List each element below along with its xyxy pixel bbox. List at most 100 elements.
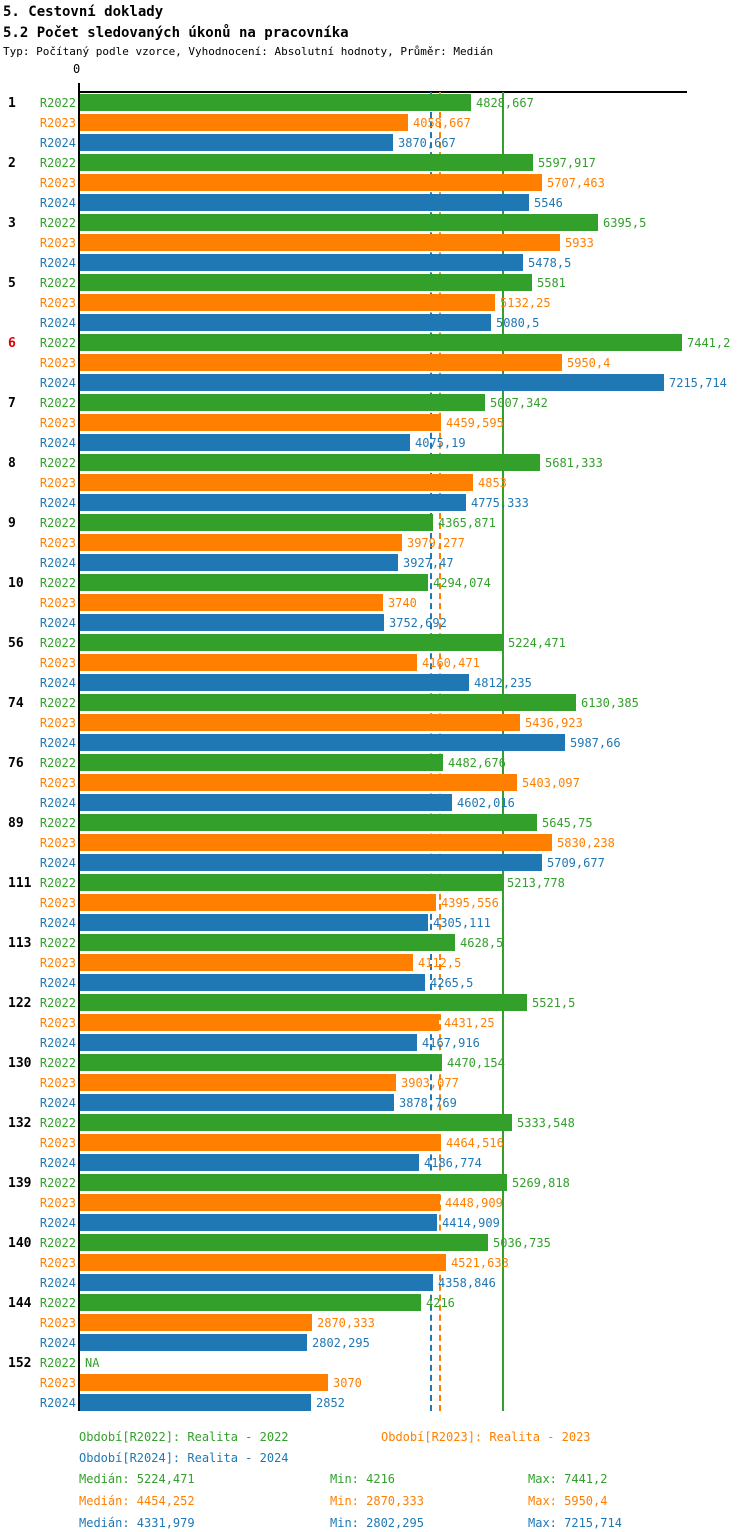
group-id-label: 139 bbox=[8, 1176, 32, 1191]
value-label: 4414,909 bbox=[442, 1216, 500, 1230]
series-label: R2024 bbox=[39, 556, 76, 570]
group-id-label: 5 bbox=[8, 276, 16, 291]
bar-group: 144 R2022 4216 R2023 2870,333 R2024 2802,295 bbox=[0, 1294, 750, 1354]
series-label: R2024 bbox=[39, 976, 76, 990]
value-label: 5269,818 bbox=[512, 1176, 570, 1190]
bar-r2022 bbox=[80, 454, 540, 471]
bar-row: R2022 4482,676 bbox=[0, 754, 750, 774]
value-label: 3070 bbox=[333, 1376, 362, 1390]
median-line-r2022 bbox=[502, 92, 504, 1411]
bar-r2024 bbox=[80, 674, 469, 691]
group-id-label: 10 bbox=[8, 576, 24, 591]
value-label: 5333,548 bbox=[517, 1116, 575, 1130]
series-label: R2022 bbox=[39, 216, 76, 230]
bar-row: R2024 4305,111 bbox=[0, 914, 750, 934]
bar-row: R2024 5546 bbox=[0, 194, 750, 214]
value-label: 4812,235 bbox=[474, 676, 532, 690]
bar-r2023 bbox=[80, 834, 552, 851]
bar-row: R2022 6130,385 bbox=[0, 694, 750, 714]
bar-row: R2023 5132,25 bbox=[0, 294, 750, 314]
bar-group: 56 R2022 5224,471 R2023 4160,471 R2024 4812,23… bbox=[0, 634, 750, 694]
bar-row: R2022 4470,154 bbox=[0, 1054, 750, 1074]
value-label: 5036,735 bbox=[493, 1236, 551, 1250]
series-label: R2023 bbox=[39, 1016, 76, 1030]
bar-r2024 bbox=[80, 494, 466, 511]
value-label: 2870,333 bbox=[317, 1316, 375, 1330]
value-label: 3740 bbox=[388, 596, 417, 610]
group-id-label: 130 bbox=[8, 1056, 32, 1071]
bar-row: R2022 7441,2 bbox=[0, 334, 750, 354]
series-label: R2022 bbox=[39, 516, 76, 530]
value-label: 4521,633 bbox=[451, 1256, 509, 1270]
bar-row: R2023 3740 bbox=[0, 594, 750, 614]
group-id-label: 152 bbox=[8, 1356, 32, 1371]
bar-row: R2022 5333,548 bbox=[0, 1114, 750, 1134]
value-label: 5436,923 bbox=[525, 716, 583, 730]
series-label: R2022 bbox=[39, 996, 76, 1010]
series-label: R2022 bbox=[39, 1116, 76, 1130]
bar-row: R2022 5224,471 bbox=[0, 634, 750, 654]
axis-zero-label: 0 bbox=[73, 62, 81, 76]
value-label: 5581 bbox=[537, 276, 566, 290]
value-label: 4828,667 bbox=[476, 96, 534, 110]
value-label: 5645,75 bbox=[542, 816, 593, 830]
value-label: 3979,277 bbox=[407, 536, 465, 550]
value-label: 4853 bbox=[478, 476, 507, 490]
group-id-label: 9 bbox=[8, 516, 16, 531]
series-label: R2024 bbox=[39, 1156, 76, 1170]
bar-row: R2024 4186,774 bbox=[0, 1154, 750, 1174]
bar-group: 89 R2022 5645,75 R2023 5830,238 R2024 5709,677 bbox=[0, 814, 750, 874]
bar-r2023 bbox=[80, 954, 413, 971]
series-label: R2022 bbox=[39, 636, 76, 650]
value-label: 5709,677 bbox=[547, 856, 605, 870]
legend-period-r2022: Období[R2022]: Realita - 2022 bbox=[79, 1430, 289, 1444]
bar-r2023 bbox=[80, 414, 441, 431]
series-label: R2024 bbox=[39, 436, 76, 450]
value-label: 5080,5 bbox=[496, 316, 540, 330]
series-label: R2024 bbox=[39, 796, 76, 810]
bar-r2023 bbox=[80, 654, 417, 671]
bar-row: R2022 5597,917 bbox=[0, 154, 750, 174]
bar-row: R2022 5269,818 bbox=[0, 1174, 750, 1194]
series-label: R2023 bbox=[39, 956, 76, 970]
bar-row: R2024 3870,667 bbox=[0, 134, 750, 154]
bar-r2024 bbox=[80, 914, 428, 931]
bar-row: R2022 5213,778 bbox=[0, 874, 750, 894]
bar-row: R2023 4058,667 bbox=[0, 114, 750, 134]
series-label: R2022 bbox=[39, 1056, 76, 1070]
value-label: 5213,778 bbox=[507, 876, 565, 890]
group-id-label: 7 bbox=[8, 396, 16, 411]
value-label: 4058,667 bbox=[413, 116, 471, 130]
bar-row: R2023 5707,463 bbox=[0, 174, 750, 194]
bar-r2022 bbox=[80, 94, 471, 111]
value-label: 2852 bbox=[316, 1396, 345, 1410]
bar-row: R2022 5681,333 bbox=[0, 454, 750, 474]
value-label: 4431,25 bbox=[444, 1016, 495, 1030]
bar-r2022 bbox=[80, 1054, 442, 1071]
bar-r2024 bbox=[80, 1034, 417, 1051]
bar-row: R2024 4602,016 bbox=[0, 794, 750, 814]
value-label: 4628,5 bbox=[460, 936, 504, 950]
bar-r2024 bbox=[80, 1334, 307, 1351]
bar-row: R2024 3927,47 bbox=[0, 554, 750, 574]
series-label: R2022 bbox=[39, 156, 76, 170]
bar-r2023 bbox=[80, 1254, 446, 1271]
bar-group: 152 R2022 NA R2023 3070 R2024 2852 bbox=[0, 1354, 750, 1414]
series-label: R2022 bbox=[39, 1176, 76, 1190]
bar-r2024 bbox=[80, 734, 565, 751]
bar-row: R2023 5830,238 bbox=[0, 834, 750, 854]
value-label: 4294,074 bbox=[433, 576, 491, 590]
series-label: R2023 bbox=[39, 236, 76, 250]
value-label: 5224,471 bbox=[508, 636, 566, 650]
bar-group: 74 R2022 6130,385 R2023 5436,923 R2024 5987,66 bbox=[0, 694, 750, 754]
value-label: 5830,238 bbox=[557, 836, 615, 850]
bar-row: R2024 4775,333 bbox=[0, 494, 750, 514]
series-label: R2023 bbox=[39, 116, 76, 130]
bar-row: R2024 2802,295 bbox=[0, 1334, 750, 1354]
legend-max-r2022: Max: 7441,2 bbox=[528, 1472, 608, 1486]
series-label: R2022 bbox=[39, 336, 76, 350]
series-label: R2022 bbox=[39, 936, 76, 950]
bar-row: R2022 4294,074 bbox=[0, 574, 750, 594]
value-label: NA bbox=[85, 1356, 100, 1370]
series-label: R2023 bbox=[39, 716, 76, 730]
